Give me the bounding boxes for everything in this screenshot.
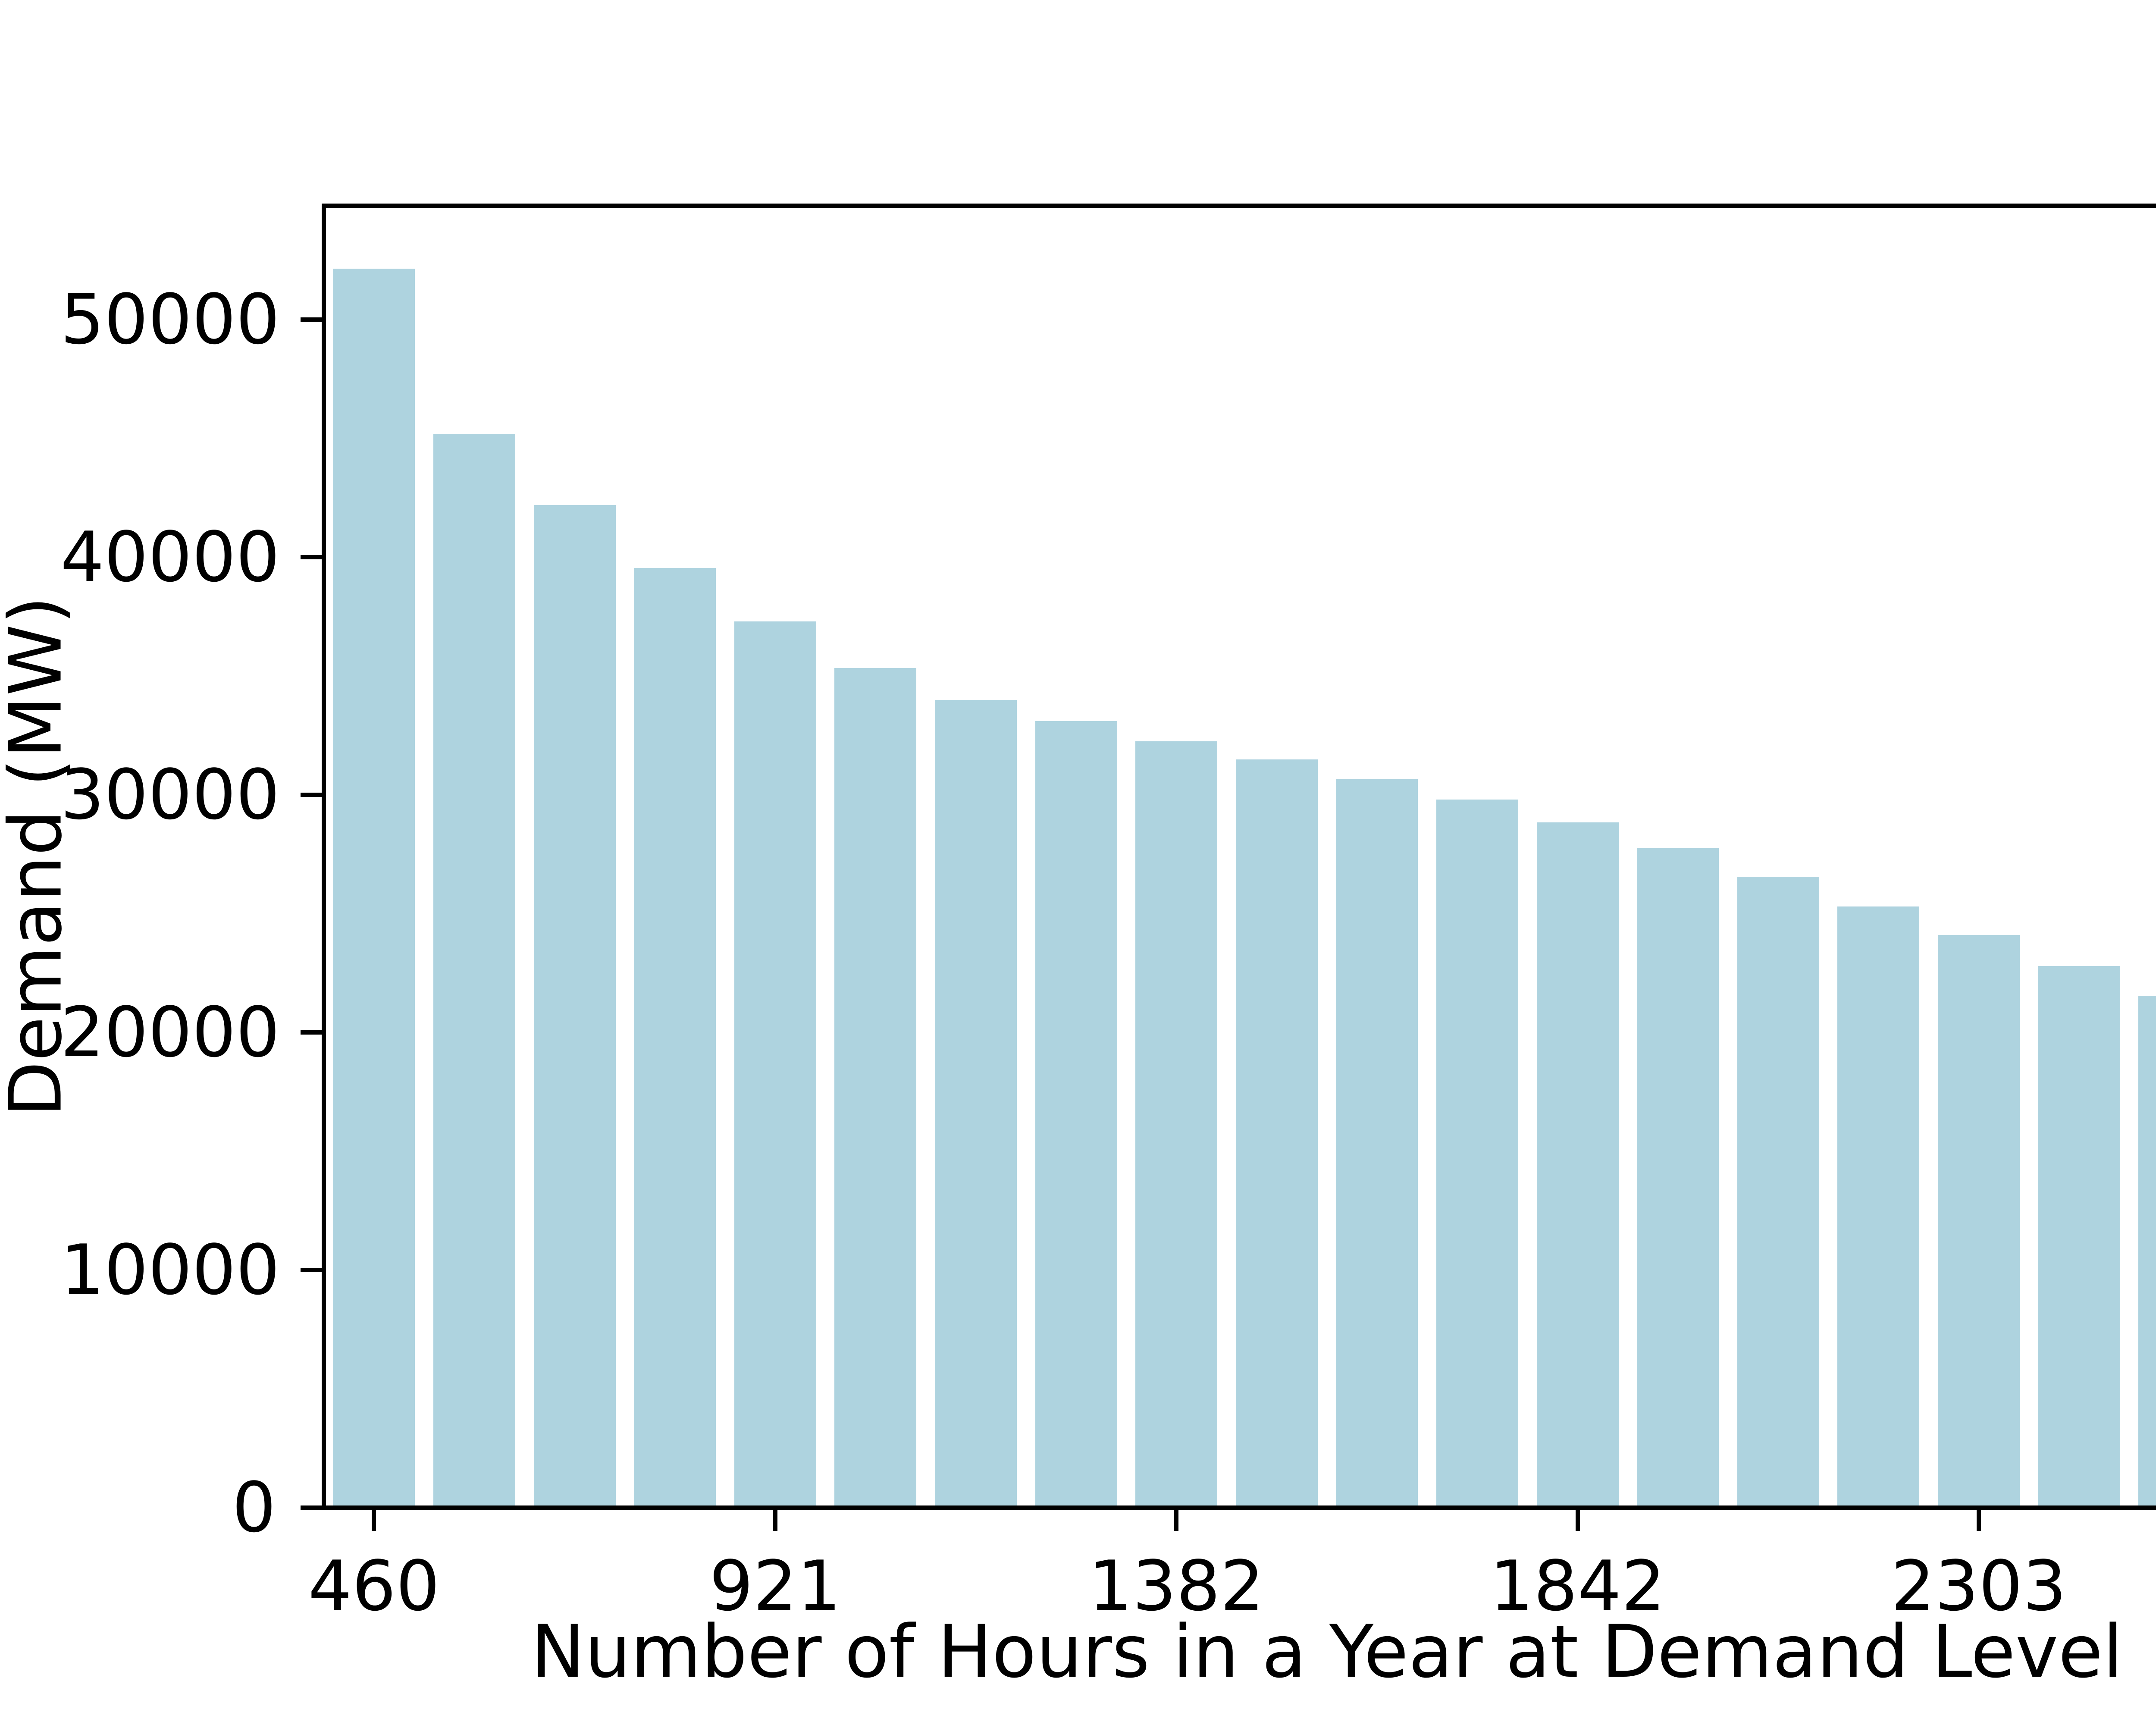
bar	[934, 700, 1017, 1508]
plot-area	[324, 206, 2156, 1508]
x-tick-label: 921	[709, 1546, 841, 1626]
y-tick-label: 30000	[60, 754, 280, 835]
y-tick-mark	[301, 1030, 324, 1035]
bar	[1436, 800, 1518, 1508]
y-tick-mark	[301, 317, 324, 322]
bar	[333, 269, 415, 1508]
bar	[1336, 779, 1418, 1508]
bar	[834, 668, 917, 1508]
left-spine	[322, 204, 326, 1510]
y-axis-title: Demand (MW)	[0, 596, 78, 1117]
y-tick-mark	[301, 1268, 324, 1273]
bar	[2138, 996, 2156, 1508]
y-tick-label: 10000	[60, 1229, 280, 1311]
y-tick-label: 50000	[60, 279, 280, 360]
x-tick-mark	[1976, 1508, 1981, 1531]
bar	[433, 434, 515, 1508]
x-tick-mark	[773, 1508, 777, 1531]
y-tick-label: 40000	[60, 517, 280, 598]
bar	[2038, 966, 2120, 1508]
x-tick-label: 2303	[1891, 1546, 2067, 1626]
bar	[1637, 848, 1719, 1508]
x-axis-title: Number of Hours in a Year at Demand Leve…	[530, 1609, 2123, 1694]
bar	[1035, 721, 1117, 1508]
bar	[1737, 877, 1819, 1508]
bar	[1536, 822, 1619, 1508]
y-tick-mark	[301, 1505, 324, 1510]
bar	[634, 568, 716, 1508]
y-tick-mark	[301, 793, 324, 797]
x-tick-mark	[1174, 1508, 1179, 1531]
bar	[1837, 906, 1920, 1508]
y-tick-mark	[301, 555, 324, 560]
y-tick-label: 20000	[60, 992, 280, 1073]
x-tick-label: 460	[308, 1546, 440, 1626]
bar	[533, 505, 616, 1508]
y-tick-label: 0	[232, 1467, 276, 1548]
bar	[1937, 935, 2020, 1508]
x-tick-label: 1842	[1489, 1546, 1666, 1626]
x-tick-mark	[1575, 1508, 1580, 1531]
x-tick-mark	[372, 1508, 376, 1531]
bottom-spine	[322, 1505, 2156, 1510]
bar	[1135, 741, 1218, 1508]
top-spine	[322, 204, 2156, 208]
bar	[1235, 759, 1318, 1508]
bar	[734, 621, 816, 1508]
x-tick-label: 1382	[1088, 1546, 1264, 1626]
